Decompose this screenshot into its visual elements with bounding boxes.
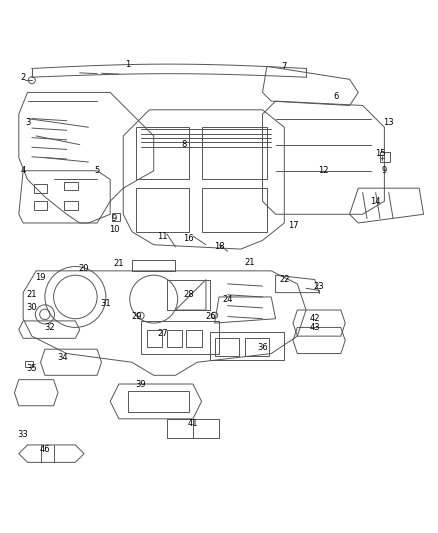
Bar [25,360,33,367]
Bar [167,329,182,347]
Bar [136,188,188,232]
Text: 8: 8 [181,140,187,149]
Text: 39: 39 [135,379,146,389]
Bar [210,332,284,360]
Text: 26: 26 [205,312,215,321]
Text: 13: 13 [383,118,394,127]
Text: 24: 24 [223,295,233,304]
Text: 21: 21 [113,259,124,268]
Text: 35: 35 [27,364,37,373]
Text: 36: 36 [257,343,268,352]
Bar [141,321,219,353]
Bar [64,201,78,210]
Bar [147,329,162,347]
Bar [186,329,201,347]
Text: 12: 12 [318,166,328,175]
Text: 3: 3 [25,118,30,127]
Bar [245,338,269,356]
Text: 4: 4 [21,166,26,175]
Text: 20: 20 [79,264,89,273]
Text: 15: 15 [375,149,385,158]
Text: 42: 42 [310,314,320,323]
Bar [201,127,267,180]
Text: 2: 2 [21,72,26,82]
Text: 9: 9 [112,214,117,223]
Text: 11: 11 [157,231,168,240]
Text: 22: 22 [279,275,290,284]
Bar [167,419,219,439]
Bar [167,279,210,310]
Bar [113,213,120,221]
Bar [215,338,239,356]
Bar [64,182,78,190]
Bar [201,188,267,232]
Text: 41: 41 [187,419,198,427]
Bar [127,391,188,413]
Text: 33: 33 [18,430,28,439]
Text: 16: 16 [183,233,194,243]
Bar [136,127,188,180]
Text: 19: 19 [35,273,46,282]
Text: 7: 7 [282,62,287,71]
Text: 17: 17 [288,221,298,230]
Text: 43: 43 [309,323,320,332]
Text: 32: 32 [44,323,55,332]
Text: 29: 29 [131,312,141,321]
Text: 5: 5 [95,166,100,175]
Text: 21: 21 [27,290,37,300]
Bar [380,152,390,162]
Text: 34: 34 [57,353,67,362]
Text: 10: 10 [110,225,120,234]
Text: 27: 27 [157,329,168,338]
Text: 31: 31 [101,299,111,308]
Text: 18: 18 [214,243,224,252]
Text: 6: 6 [334,92,339,101]
Bar [132,260,176,271]
Text: 28: 28 [183,290,194,300]
Bar [34,184,47,192]
Text: 30: 30 [27,303,37,312]
Text: 9: 9 [382,166,387,175]
Text: 14: 14 [371,197,381,206]
Text: 1: 1 [125,60,130,69]
Bar [34,201,47,210]
Text: 46: 46 [39,445,50,454]
Text: 23: 23 [314,281,325,290]
Text: 21: 21 [244,257,255,266]
